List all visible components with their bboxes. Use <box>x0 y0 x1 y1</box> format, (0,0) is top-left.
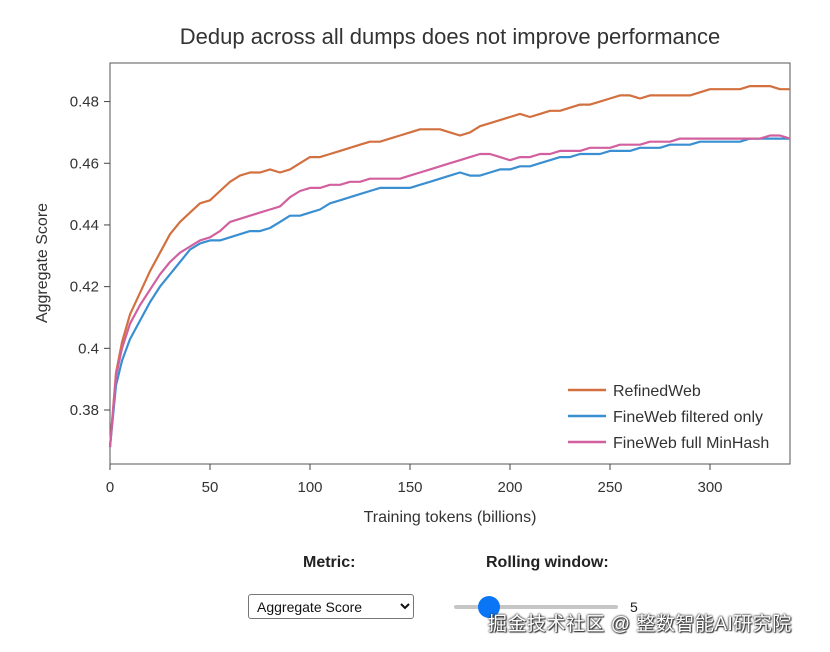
x-tick-label: 300 <box>697 479 722 496</box>
metric-select[interactable]: Aggregate Score <box>248 594 414 619</box>
metric-label: Metric: <box>303 554 356 571</box>
rolling-window-slider[interactable] <box>454 596 618 618</box>
series-line-fineweb-filtered-only <box>108 137 790 448</box>
chart-title: Dedup across all dumps does not improve … <box>180 24 721 49</box>
legend-label: RefinedWeb <box>613 383 701 400</box>
x-axis-label: Training tokens (billions) <box>364 509 537 526</box>
y-tick-label: 0.38 <box>70 402 99 419</box>
y-tick-label: 0.4 <box>78 340 99 357</box>
x-tick-label: 150 <box>397 479 422 496</box>
rolling-window-value: 5 <box>630 599 638 615</box>
y-axis-label: Aggregate Score <box>34 203 51 323</box>
y-tick-label: 0.46 <box>70 155 99 172</box>
legend-label: FineWeb filtered only <box>613 409 763 426</box>
series-line-refinedweb <box>108 84 790 448</box>
chart-controls: Metric: Aggregate Score Rolling window: … <box>0 548 830 652</box>
y-tick-label: 0.44 <box>70 217 99 234</box>
slider-track[interactable] <box>454 605 618 609</box>
x-tick-label: 0 <box>106 479 114 496</box>
plot-area <box>109 62 791 465</box>
watermark: 掘金技术社区 @ 整数智能AI研究院 <box>488 614 792 635</box>
x-tick-label: 100 <box>297 479 322 496</box>
slider-thumb[interactable] <box>477 596 500 618</box>
x-tick-label: 250 <box>597 479 622 496</box>
y-tick-label: 0.42 <box>70 279 99 296</box>
series-line-fineweb-full-minhash <box>108 134 791 448</box>
y-tick-label: 0.48 <box>70 94 99 111</box>
x-tick-label: 200 <box>497 479 522 496</box>
x-tick-label: 50 <box>202 479 219 496</box>
rolling-window-label: Rolling window: <box>486 554 609 571</box>
legend-label: FineWeb full MinHash <box>613 435 769 452</box>
line-chart: Dedup across all dumps does not improve … <box>34 24 791 526</box>
